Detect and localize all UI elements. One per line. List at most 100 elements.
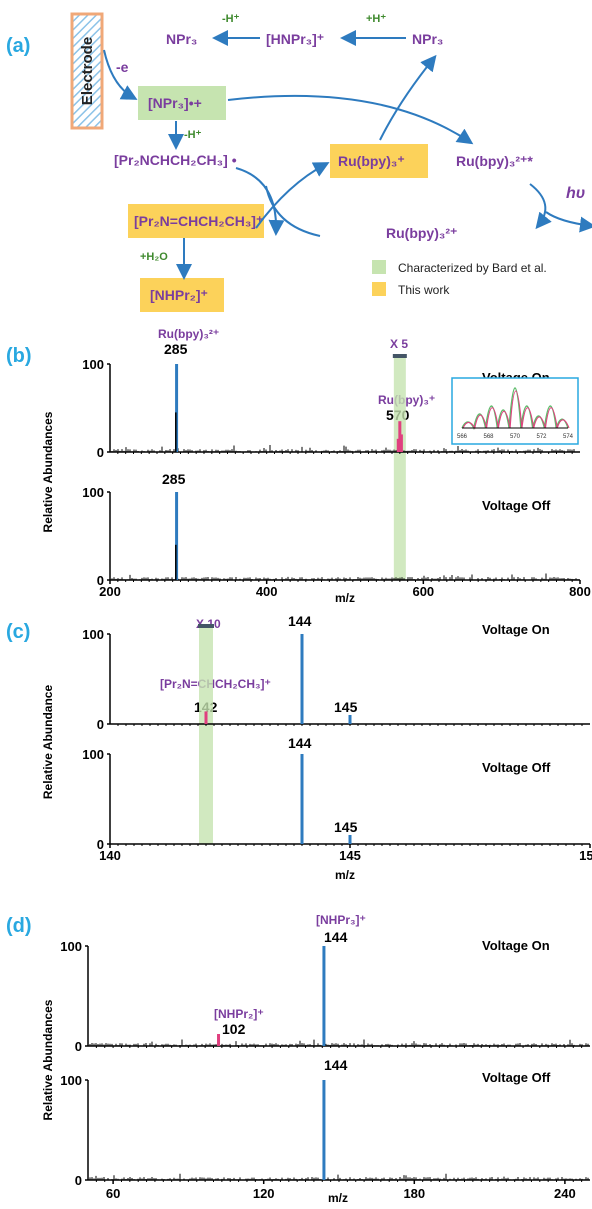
- y-tick-label-d-1-100: 100: [60, 1073, 82, 1088]
- y-tick-label-c-1-0: 0: [97, 837, 104, 852]
- highlight-band-c: [199, 628, 213, 844]
- inset-isotope-green: [461, 387, 569, 431]
- condition-b-off: Voltage Off: [482, 498, 551, 513]
- box-imine: [128, 204, 264, 238]
- ylabel-d: Relative Abundances: [41, 999, 55, 1120]
- peak-name-d-102: [NHPr₂]⁺: [214, 1007, 264, 1021]
- minus-e-label: -e: [116, 59, 129, 75]
- xlabel-b: m/z: [335, 591, 355, 605]
- peak-label-b-285: 285: [164, 341, 188, 357]
- y-tick-label-b-0-100: 100: [82, 357, 104, 372]
- inset-tick-label-572: 572: [536, 434, 547, 440]
- arrow-emission: [545, 211, 592, 233]
- box-npr3-radical: [138, 86, 226, 120]
- x-tick-label-d-180: 180: [403, 1186, 425, 1201]
- species-hnpr3: [HNPr₃]⁺: [266, 31, 324, 47]
- arrow-ru2plus-arc: [265, 185, 321, 237]
- scheme-panel: (a) Electrode -e NPr₃ [HNPr₃]⁺ NPr₃ [NPr…: [6, 12, 592, 312]
- step-plus-h-top: +H⁺: [366, 13, 386, 25]
- condition-d-off: Voltage Off: [482, 1070, 551, 1085]
- inset-tick-label-568: 568: [483, 434, 494, 440]
- noise-floor-d-0: [89, 1039, 589, 1046]
- highlight-band-b: [393, 358, 406, 580]
- species-npr3-right: NPr₃: [412, 31, 443, 47]
- inset-tick-label-566: 566: [457, 434, 468, 440]
- inset-frame-b: [451, 377, 579, 445]
- electrode-label: Electrode: [79, 37, 96, 105]
- y-tick-label-b-0-0: 0: [97, 445, 104, 460]
- peak-label-c-144: 144: [288, 613, 312, 629]
- panel-label-b: (b): [6, 345, 32, 367]
- magnification-bracket-b: [392, 354, 407, 358]
- y-tick-label-c-0-0: 0: [97, 717, 104, 732]
- x-tick-label-c-150: 150: [579, 848, 592, 863]
- noise-floor-d-1: [89, 1173, 589, 1180]
- x-tick-label-b-400: 400: [256, 584, 278, 599]
- condition-d-on: Voltage On: [482, 938, 550, 953]
- peak-label-d-off-144: 144: [324, 1057, 348, 1073]
- species-npr3-radical: [NPr₃]•+: [148, 95, 202, 111]
- box-ru-plus: [330, 144, 428, 178]
- y-tick-label-c-0-100: 100: [82, 627, 104, 642]
- peak-name-c-142: [Pr₂N=CHCH₂CH₃]⁺: [160, 677, 271, 691]
- step-minus-h-top: -H⁺: [222, 13, 240, 25]
- peak-label-c-off-145: 145: [334, 819, 358, 835]
- species-pr2nchch2ch3: [Pr₂NCHCH₂CH₃] •: [114, 152, 237, 168]
- spectra-panels: (b) Relative Abundances m/z Voltage On V…: [6, 327, 592, 1205]
- hv-label: hυ: [566, 185, 585, 202]
- magnification-b: X 5: [390, 337, 408, 351]
- peak-label-b-off-285: 285: [162, 471, 186, 487]
- ylabel-c: Relative Abundance: [41, 685, 55, 800]
- x-tick-label-b-200: 200: [99, 584, 121, 599]
- peak-label-d-102: 102: [222, 1021, 246, 1037]
- ylabel-b: Relative Abundances: [41, 411, 55, 532]
- x-tick-label-b-800: 800: [569, 584, 591, 599]
- panel-label-d: (d): [6, 915, 32, 937]
- step-plus-h2o: +H₂O: [140, 251, 168, 263]
- legend-label-bard: Characterized by Bard et al.: [398, 261, 547, 275]
- peak-label-c-off-144: 144: [288, 735, 312, 751]
- peak-label-d-144: 144: [324, 929, 348, 945]
- xlabel-c: m/z: [335, 868, 355, 882]
- legend-swatch-this-work: [372, 282, 386, 296]
- y-tick-label-d-0-0: 0: [75, 1039, 82, 1054]
- plot-area: 0100010020040060080001000100140145150010…: [60, 354, 592, 1201]
- step-minus-h-mid: -H⁺: [184, 129, 202, 141]
- y-tick-label-d-0-100: 100: [60, 939, 82, 954]
- noise-floor-b-0: [111, 445, 579, 452]
- y-tick-label-b-1-100: 100: [82, 485, 104, 500]
- inset-tick-label-574: 574: [563, 434, 574, 440]
- electrode-block: [70, 12, 104, 130]
- xlabel-d: m/z: [328, 1191, 348, 1205]
- x-tick-label-c-145: 145: [339, 848, 361, 863]
- magnification-bracket-c: [198, 624, 214, 628]
- species-imine: [Pr₂N=CHCH₂CH₃]⁺: [134, 213, 263, 229]
- legend-swatch-bard: [372, 260, 386, 274]
- species-ru-2plus: Ru(bpy)₃²⁺: [386, 225, 457, 241]
- arrow-excited-to-ground: [529, 183, 552, 230]
- noise-floor-b-1: [111, 573, 579, 580]
- x-tick-label-c-140: 140: [99, 848, 121, 863]
- y-tick-label-d-1-0: 0: [75, 1173, 82, 1188]
- box-nhpr2: [140, 278, 224, 312]
- x-tick-label-d-240: 240: [554, 1186, 576, 1201]
- x-tick-label-b-600: 600: [412, 584, 434, 599]
- condition-c-on: Voltage On: [482, 622, 550, 637]
- panel-label-a: (a): [6, 35, 30, 57]
- electron-transfer-arrow: [103, 49, 138, 100]
- peak-name-b-570: Ru(bpy)₃⁺: [378, 393, 435, 407]
- inset-tick-label-570: 570: [510, 434, 521, 440]
- y-tick-label-c-1-100: 100: [82, 747, 104, 762]
- peak-name-b-285: Ru(bpy)₃²⁺: [158, 327, 219, 341]
- y-tick-label-b-1-0: 0: [97, 573, 104, 588]
- peak-label-c-145: 145: [334, 699, 358, 715]
- species-ru-plus: Ru(bpy)₃⁺: [338, 153, 405, 169]
- species-ru-2plus-excited: Ru(bpy)₃²⁺*: [456, 153, 533, 169]
- inset-isotope-pink: [462, 390, 570, 430]
- x-tick-label-d-60: 60: [106, 1186, 120, 1201]
- arrow-to-ru-plus: [255, 162, 330, 229]
- panel-label-c: (c): [6, 621, 30, 643]
- species-npr3-left: NPr₃: [166, 31, 197, 47]
- x-tick-label-d-120: 120: [253, 1186, 275, 1201]
